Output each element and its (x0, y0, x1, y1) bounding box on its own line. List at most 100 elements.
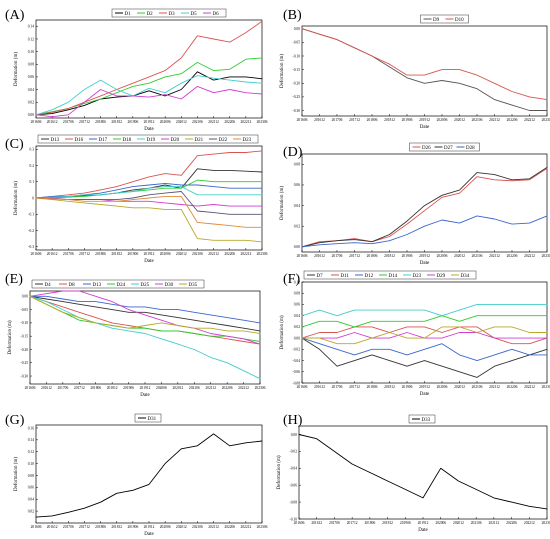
y-tick-label: 0.06 (28, 75, 34, 79)
y-tick-label: 0.12 (28, 37, 34, 41)
y-tick-label: -0.05 (21, 308, 29, 312)
x-tick-label: 201606 (297, 254, 308, 258)
x-axis-label: Date (144, 127, 154, 132)
x-tick-label: 202306 (542, 254, 550, 258)
x-axis-label: Date (144, 532, 154, 537)
legend: D7 D11 D12 D14 D23 D29 D34 (303, 270, 477, 280)
legend-label-d33: D33 (422, 418, 431, 423)
x-tick-label: 202006 (160, 525, 171, 529)
y-tick-label: -0.04 (290, 467, 298, 471)
x-tick-label: 201812 (384, 385, 395, 389)
series-line-d18 (35, 179, 263, 199)
y-axis-label: Deformation (m) (280, 186, 285, 220)
y-axis-label: Deformation (m) (277, 455, 282, 489)
x-tick-label: 202112 (489, 254, 500, 258)
y-tick-label: -0.02 (290, 450, 298, 454)
series-line-d31 (35, 433, 263, 518)
x-tick-label: 201712 (349, 385, 360, 389)
x-tick-label: 202112 (205, 386, 216, 390)
x-tick-label: 202212 (524, 118, 535, 122)
x-tick-label: 201712 (79, 252, 90, 256)
x-tick-label: 202006 (160, 120, 171, 124)
legend-label-d3: D3 (169, 12, 176, 17)
legend-box (111, 8, 227, 18)
x-tick-label: 201606 (31, 525, 42, 529)
x-tick-label: 202006 (435, 521, 446, 525)
series-line-d12 (301, 337, 548, 362)
legend-label-d26: D26 (422, 146, 431, 151)
x-tick-label: 201706 (57, 386, 68, 390)
x-tick-label: 202106 (472, 385, 483, 389)
x-tick-label: 201606 (31, 252, 42, 256)
panel-letter: (F) (283, 272, 300, 287)
x-tick-label: 202006 (437, 254, 448, 258)
x-tick-label: 201812 (111, 252, 122, 256)
legend-label-d5: D5 (191, 12, 198, 17)
legend: D31 (134, 413, 162, 423)
legend: D4 D8 D13 D24 D25 D30 D35 (31, 279, 205, 289)
panel-letter: (G) (5, 413, 25, 428)
y-tick-label: 0.00 (28, 113, 34, 117)
x-tick-label: 202306 (257, 525, 268, 529)
x-tick-label: 202306 (542, 385, 550, 389)
series-line-d1 (35, 71, 263, 116)
y-tick-label: 0.10 (28, 50, 34, 54)
y-tick-label: 0.04 (294, 204, 300, 208)
x-tick-label: 201806 (367, 254, 378, 258)
legend-label-d14: D14 (389, 274, 398, 279)
series-line-d13 (35, 168, 263, 199)
x-tick-label: 201706 (332, 385, 343, 389)
legend-label-d27: D27 (444, 146, 453, 151)
y-tick-label: -0.08 (293, 381, 301, 385)
x-tick-label: 201706 (63, 120, 74, 124)
plot-frame (29, 290, 261, 385)
panel-letter: (C) (5, 137, 24, 152)
legend-label-d11: D11 (341, 274, 350, 279)
legend-label-d21: D21 (195, 138, 204, 143)
x-tick-label: 202012 (176, 120, 187, 124)
y-tick-label: -0.10 (21, 321, 29, 325)
legend-box (31, 279, 205, 289)
plot-frame (298, 425, 548, 520)
plot-frame (301, 25, 548, 117)
x-tick-label: 202012 (172, 386, 183, 390)
chart-panel-a: (A) 201606 201612 201706 201712 201806 201812 2… (5, 8, 268, 132)
y-tick-label: 0.10 (294, 280, 300, 284)
x-tick-label: 201812 (384, 254, 395, 258)
x-tick-label: 201706 (63, 525, 74, 529)
y-tick-label: 0.3 (30, 148, 35, 152)
x-tick-label: 201906 (402, 385, 413, 389)
x-tick-label: 202212 (524, 385, 535, 389)
x-tick-label: 201912 (144, 525, 155, 529)
legend-label-d22: D22 (219, 138, 228, 143)
x-tick-label: 201606 (25, 386, 36, 390)
y-tick-label: -0.06 (293, 370, 301, 374)
y-tick-label: 0.04 (294, 314, 300, 318)
panel-letter: (H) (283, 413, 303, 428)
x-tick-label: 201606 (294, 521, 305, 525)
x-tick-label: 201906 (123, 386, 134, 390)
chart-panel-g: (G) 201606 201612 201706 201712 201806 201812 2… (5, 413, 268, 537)
x-tick-label: 201812 (111, 525, 122, 529)
x-tick-label: 202106 (192, 120, 203, 124)
x-tick-label: 202112 (489, 385, 500, 389)
x-tick-label: 202206 (507, 385, 518, 389)
x-tick-label: 202206 (224, 252, 235, 256)
x-tick-label: 201806 (95, 525, 106, 529)
x-tick-label: 202206 (506, 521, 517, 525)
x-tick-label: 201906 (127, 252, 138, 256)
y-tick-label: -0.30 (293, 109, 301, 113)
plot-frame (35, 424, 263, 524)
x-tick-label: 202306 (255, 386, 266, 390)
y-tick-label: -0.06 (290, 483, 298, 487)
y-tick-label: 0.00 (294, 336, 300, 340)
y-tick-label: 0.06 (294, 183, 300, 187)
legend: D1 D2 D3 D5 D6 (111, 8, 227, 18)
y-axis-label: Deformation (m) (14, 52, 19, 86)
series-line-d30 (29, 290, 261, 345)
x-tick-label: 201706 (332, 254, 343, 258)
x-tick-label: 202006 (437, 385, 448, 389)
x-tick-label: 201712 (349, 118, 360, 122)
y-tick-label: -0.10 (293, 54, 301, 58)
x-tick-label: 201912 (144, 252, 155, 256)
